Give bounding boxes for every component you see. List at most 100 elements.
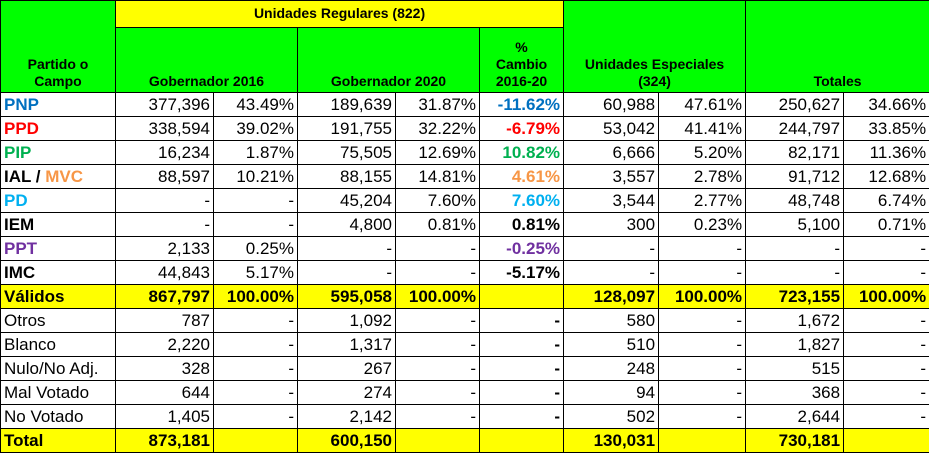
value-cell: 515 bbox=[745, 356, 845, 381]
header-line: Campo bbox=[34, 73, 82, 89]
party-label: No Votado bbox=[0, 404, 116, 429]
value-cell: - bbox=[395, 380, 480, 405]
value-cell: 1.87% bbox=[213, 140, 298, 165]
value-cell: 34.66% bbox=[843, 92, 929, 117]
value-cell: 580 bbox=[563, 308, 660, 333]
value-cell: 100.00% bbox=[213, 284, 298, 309]
value-cell: 510 bbox=[563, 332, 660, 357]
value-cell: 595,058 bbox=[297, 284, 396, 309]
value-cell: 7.60% bbox=[395, 188, 480, 213]
value-cell bbox=[658, 428, 747, 453]
value-cell: 377,396 bbox=[115, 92, 214, 117]
table-row: PPT 2,133 0.25% - - -0.25% - - - - bbox=[0, 236, 929, 261]
value-cell: 338,594 bbox=[115, 116, 214, 141]
table-row: IMC 44,843 5.17% - - -5.17% - - - - bbox=[0, 260, 929, 285]
party-label: PNP bbox=[0, 92, 116, 117]
party-label: PPT bbox=[0, 236, 116, 261]
value-cell: 730,181 bbox=[745, 428, 845, 453]
value-cell: 5.20% bbox=[658, 140, 747, 165]
value-cell: 1,672 bbox=[745, 308, 845, 333]
value-cell: - bbox=[395, 260, 480, 285]
value-cell: 1,317 bbox=[297, 332, 396, 357]
value-cell: - bbox=[843, 260, 929, 285]
value-cell: - bbox=[213, 212, 298, 237]
value-cell: 244,797 bbox=[745, 116, 845, 141]
change-cell: - bbox=[478, 308, 565, 333]
value-cell: 723,155 bbox=[745, 284, 845, 309]
change-cell: -5.17% bbox=[478, 260, 565, 285]
value-cell: 91,712 bbox=[745, 164, 845, 189]
value-cell: 2,220 bbox=[115, 332, 214, 357]
gov2016-header: Gobernador 2016 bbox=[115, 27, 298, 93]
table-row: PPD 338,594 39.02% 191,755 32.22% -6.79% 53,04… bbox=[0, 116, 929, 141]
header-line: Partido o bbox=[27, 56, 89, 72]
value-cell: 16,234 bbox=[115, 140, 214, 165]
value-cell: 502 bbox=[563, 404, 660, 429]
table-row: IAL / MVC 88,597 10.21% 88,155 14.81% 4.61% 3,… bbox=[0, 164, 929, 189]
value-cell: 1,092 bbox=[297, 308, 396, 333]
value-cell: 11.36% bbox=[843, 140, 929, 165]
value-cell: 191,755 bbox=[297, 116, 396, 141]
value-cell bbox=[395, 428, 480, 453]
value-cell: 128,097 bbox=[563, 284, 660, 309]
value-cell: 60,988 bbox=[563, 92, 660, 117]
value-cell: - bbox=[563, 236, 660, 261]
party-header: Partido o Campo bbox=[0, 0, 116, 93]
value-cell: - bbox=[213, 308, 298, 333]
value-cell: 53,042 bbox=[563, 116, 660, 141]
value-cell: - bbox=[658, 332, 747, 357]
value-cell: 32.22% bbox=[395, 116, 480, 141]
change-cell: 0.81% bbox=[478, 212, 565, 237]
value-cell: 3,544 bbox=[563, 188, 660, 213]
value-cell: - bbox=[843, 308, 929, 333]
table-row: Nulo/No Adj. 328-267- -248-515- bbox=[0, 356, 929, 381]
value-cell: - bbox=[843, 404, 929, 429]
value-cell: - bbox=[843, 332, 929, 357]
party-label: IEM bbox=[0, 212, 116, 237]
table-row: Mal Votado 644-274- -94-368- bbox=[0, 380, 929, 405]
value-cell bbox=[843, 428, 929, 453]
change-header: % Cambio 2016-20 bbox=[478, 27, 565, 93]
value-cell: 130,031 bbox=[563, 428, 660, 453]
value-cell: - bbox=[843, 380, 929, 405]
header-line: (324) bbox=[638, 73, 671, 89]
header-row: Gobernador 2016 Gobernador 2020 % Cambio 2… bbox=[1, 27, 929, 93]
change-cell: - bbox=[478, 380, 565, 405]
value-cell: 100.00% bbox=[843, 284, 929, 309]
value-cell: 300 bbox=[563, 212, 660, 237]
value-cell: - bbox=[395, 236, 480, 261]
change-cell: - bbox=[478, 332, 565, 357]
value-cell: 644 bbox=[115, 380, 214, 405]
table-row: PNP 377,396 43.49% 189,639 31.87% -11.62% 60,9… bbox=[0, 92, 929, 117]
value-cell: - bbox=[658, 404, 747, 429]
change-cell: 4.61% bbox=[478, 164, 565, 189]
party-label: Total bbox=[0, 428, 116, 453]
value-cell: - bbox=[658, 236, 747, 261]
party-label: PPD bbox=[0, 116, 116, 141]
value-cell: 48,748 bbox=[745, 188, 845, 213]
value-cell: 787 bbox=[115, 308, 214, 333]
table-row: PIP 16,234 1.87% 75,505 12.69% 10.82% 6,666 5.2… bbox=[0, 140, 929, 165]
label-part: MVC bbox=[45, 166, 84, 186]
value-cell: 94 bbox=[563, 380, 660, 405]
value-cell: 600,150 bbox=[297, 428, 396, 453]
value-cell: 2,644 bbox=[745, 404, 845, 429]
value-cell: 14.81% bbox=[395, 164, 480, 189]
value-cell: 88,155 bbox=[297, 164, 396, 189]
label-part: / bbox=[31, 166, 46, 186]
change-cell bbox=[478, 428, 565, 453]
value-cell: 33.85% bbox=[843, 116, 929, 141]
regular-header: Unidades Regulares (822) bbox=[114, 0, 565, 28]
table-row: Blanco 2,220-1,317- -510-1,827- bbox=[0, 332, 929, 357]
value-cell: - bbox=[395, 332, 480, 357]
value-cell: - bbox=[658, 260, 747, 285]
value-cell: - bbox=[115, 212, 214, 237]
party-label: Blanco bbox=[0, 332, 116, 357]
party-label: Válidos bbox=[0, 284, 116, 309]
party-label: PIP bbox=[0, 140, 116, 165]
change-cell: 10.82% bbox=[478, 140, 565, 165]
value-cell: 2,142 bbox=[297, 404, 396, 429]
value-cell: - bbox=[658, 380, 747, 405]
